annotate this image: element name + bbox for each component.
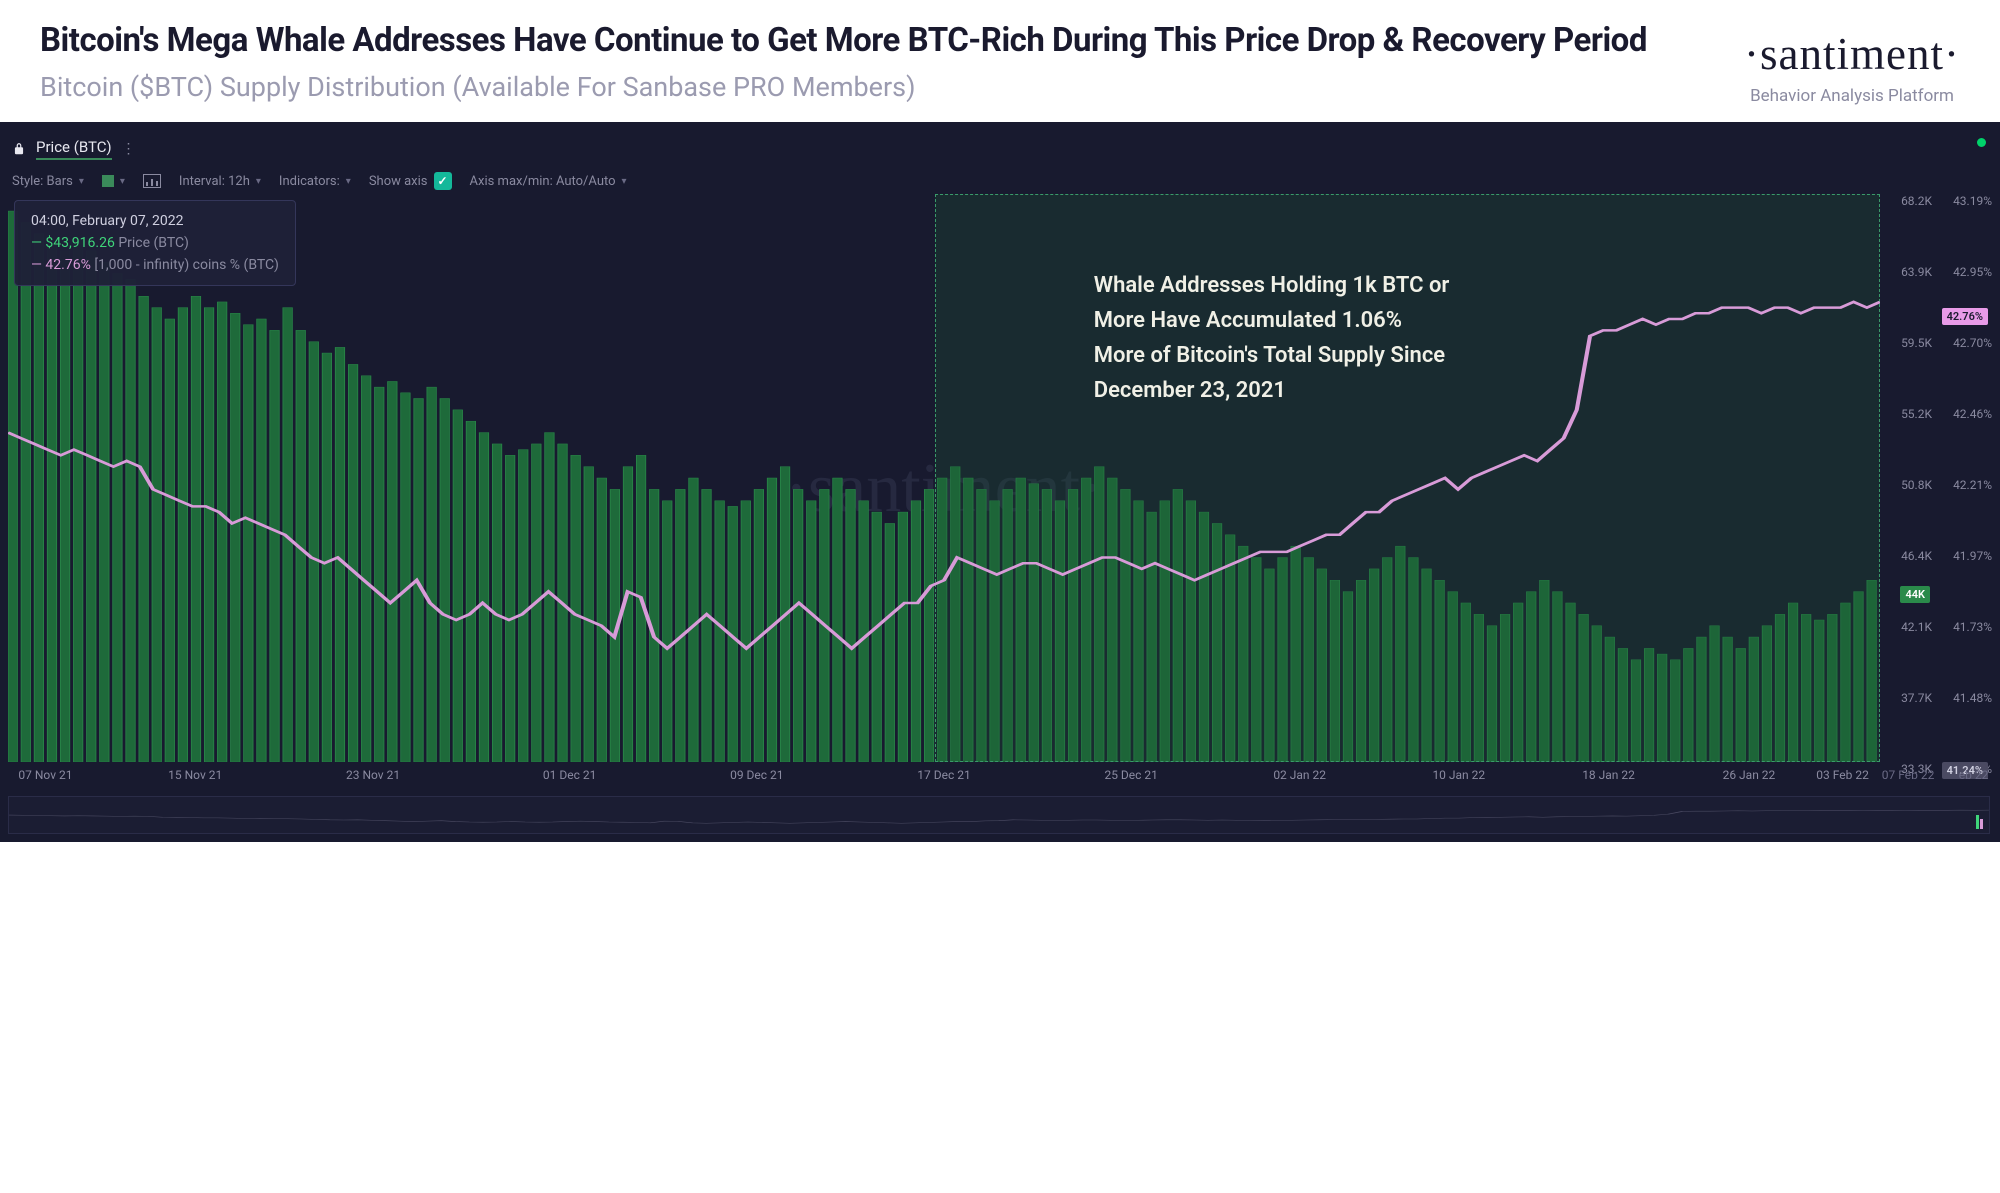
show-axis-toggle[interactable]: Show axis ✓ [369, 172, 452, 190]
header: Bitcoin's Mega Whale Addresses Have Cont… [0, 0, 2000, 122]
brand-logo: ·santiment· [1744, 28, 1960, 80]
tooltip-timestamp: 04:00, February 07, 2022 [31, 213, 279, 229]
x-tick-extra: 07 Feb 22 [1882, 768, 1935, 782]
tab-price[interactable]: Price (BTC) [36, 138, 112, 160]
series-color-swatch[interactable]: ▾ [102, 175, 125, 187]
x-tick: 07 Nov 21 [18, 768, 72, 782]
chart-panel: Price (BTC) ⋮ Style: Bars ▾ ▾ Interval: … [0, 122, 2000, 842]
style-select[interactable]: Style: Bars ▾ [12, 174, 84, 189]
brand-tagline: Behavior Analysis Platform [1744, 86, 1960, 106]
x-tick: 10 Jan 22 [1432, 768, 1485, 782]
y-axis: 68.2K43.19%63.9K42.95%59.5K42.70%55.2K42… [1884, 194, 1992, 762]
minimap-end-bar-2 [1980, 819, 1983, 829]
bars-style-icon[interactable] [143, 174, 161, 188]
x-axis: 07 Nov 21 15 Nov 21 23 Nov 21 01 Dec 21 09 D… [8, 768, 1880, 786]
x-tick: 01 Dec 21 [543, 768, 596, 782]
axis-minmax-select[interactable]: Axis max/min: Auto/Auto ▾ [470, 174, 627, 189]
x-tick: 26 Jan 22 [1723, 768, 1776, 782]
minimap-line [9, 797, 1989, 833]
chart-tabs: Price (BTC) ⋮ [8, 134, 1990, 172]
x-tick: 15 Nov 21 [168, 768, 222, 782]
minimap[interactable] [8, 796, 1990, 834]
x-tick: 18 Jan 22 [1582, 768, 1635, 782]
more-icon[interactable]: ⋮ [122, 141, 138, 157]
minimap-end-bar-1 [1976, 815, 1979, 829]
tooltip-price-row: — $43,916.26 Price (BTC) [31, 235, 279, 251]
pct-current-badge: 42.76% [1942, 308, 1988, 325]
x-tick: 02 Jan 22 [1273, 768, 1326, 782]
x-tick: 17 Dec 21 [917, 768, 970, 782]
hover-tooltip: 04:00, February 07, 2022 — $43,916.26 Pr… [14, 200, 296, 286]
indicators-select[interactable]: Indicators: ▾ [279, 174, 351, 189]
lock-icon [12, 142, 26, 156]
x-tick: 09 Dec 21 [730, 768, 783, 782]
brand-block: ·santiment· Behavior Analysis Platform [1744, 20, 1960, 106]
x-tick: 23 Nov 21 [346, 768, 400, 782]
x-tick: 25 Dec 21 [1104, 768, 1157, 782]
interval-select[interactable]: Interval: 12h ▾ [179, 174, 261, 189]
page-subtitle: Bitcoin ($BTC) Supply Distribution (Avai… [40, 71, 1744, 103]
price-current-badge: 44K [1900, 586, 1930, 603]
page-title: Bitcoin's Mega Whale Addresses Have Cont… [40, 20, 1744, 63]
live-indicator-icon [1977, 138, 1986, 147]
x-tick-extra: eb 22 [1959, 768, 1989, 782]
x-tick: 03 Feb 22 [1816, 768, 1869, 782]
tooltip-pct-row: — 42.76% [1,000 - infinity) coins % (BTC… [31, 257, 279, 273]
